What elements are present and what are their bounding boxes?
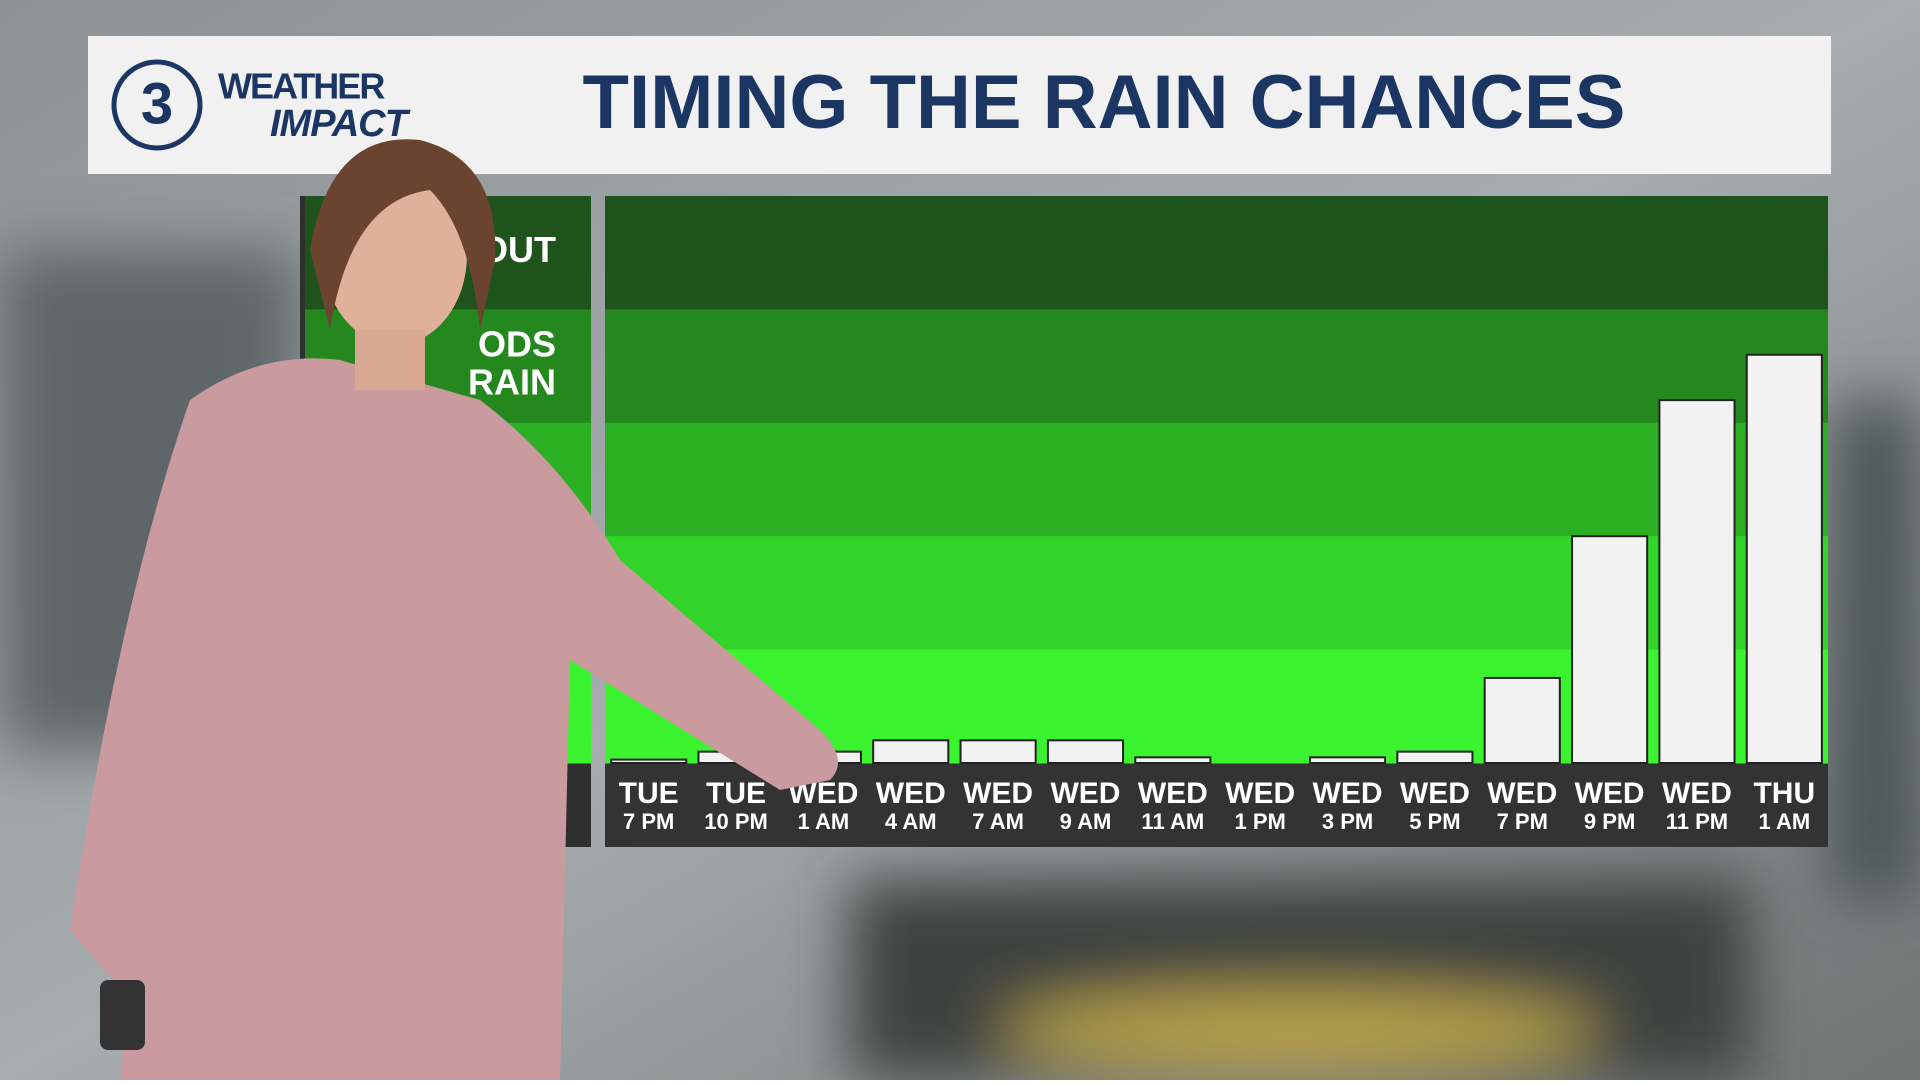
bar: [1745, 353, 1823, 764]
x-tick-label: 7 AM: [972, 809, 1024, 834]
bar: [1658, 399, 1736, 764]
presenter: [70, 139, 838, 1080]
bar: [1483, 676, 1561, 765]
level-band: [605, 196, 1828, 310]
bar: [872, 739, 950, 765]
x-tick-label: 4 AM: [885, 809, 937, 834]
x-tick-label: WED: [1400, 777, 1470, 810]
x-tick-label: WED: [1050, 777, 1120, 810]
x-tick-label: 7 PM: [623, 809, 674, 834]
x-tick-label: 11 PM: [1666, 809, 1728, 834]
x-tick-label: WED: [963, 777, 1033, 810]
legend-label: ODS: [478, 324, 556, 365]
logo-circle: [111, 59, 203, 151]
level-band: [605, 422, 1828, 537]
x-tick-label: TUE: [619, 777, 679, 810]
logo-text: WEATHER: [218, 66, 385, 107]
x-tick-label: TUE: [706, 777, 766, 810]
x-tick-label: WED: [1662, 777, 1732, 810]
bar: [1046, 739, 1125, 765]
x-tick-label: 7 PM: [1497, 809, 1548, 834]
x-tick-label: 11 AM: [1141, 809, 1204, 834]
x-tick-label: WED: [1313, 777, 1383, 810]
bar: [1396, 750, 1474, 764]
bar: [959, 739, 1037, 765]
x-tick-label: WED: [1487, 777, 1557, 810]
x-tick-label: 9 PM: [1584, 809, 1635, 834]
x-tick-label: 5 PM: [1409, 809, 1460, 834]
x-tick-label: WED: [876, 777, 946, 810]
bar: [1308, 756, 1387, 765]
x-tick-label: WED: [1225, 777, 1295, 810]
x-tick-label: 1 PM: [1234, 809, 1285, 834]
legend-label: RAIN: [468, 362, 556, 403]
x-tick-label: WED: [1575, 777, 1645, 810]
logo-number: 3: [141, 71, 173, 136]
x-tick-label: THU: [1753, 777, 1815, 810]
title: TIMING THE RAIN CHANCES: [583, 60, 1626, 145]
logo-text: IMPACT: [270, 103, 411, 145]
bar: [610, 758, 688, 765]
x-tick-label: 3 PM: [1322, 809, 1373, 834]
x-tick-label: 9 AM: [1060, 809, 1112, 834]
level-band: [605, 309, 1828, 424]
bar: [1571, 535, 1649, 765]
x-tick-label: 1 AM: [798, 809, 850, 834]
x-tick-label: 10 PM: [704, 809, 768, 834]
x-tick-label: 1 AM: [1758, 809, 1810, 834]
x-tick-label: WED: [1138, 777, 1208, 810]
bar: [1134, 756, 1212, 765]
